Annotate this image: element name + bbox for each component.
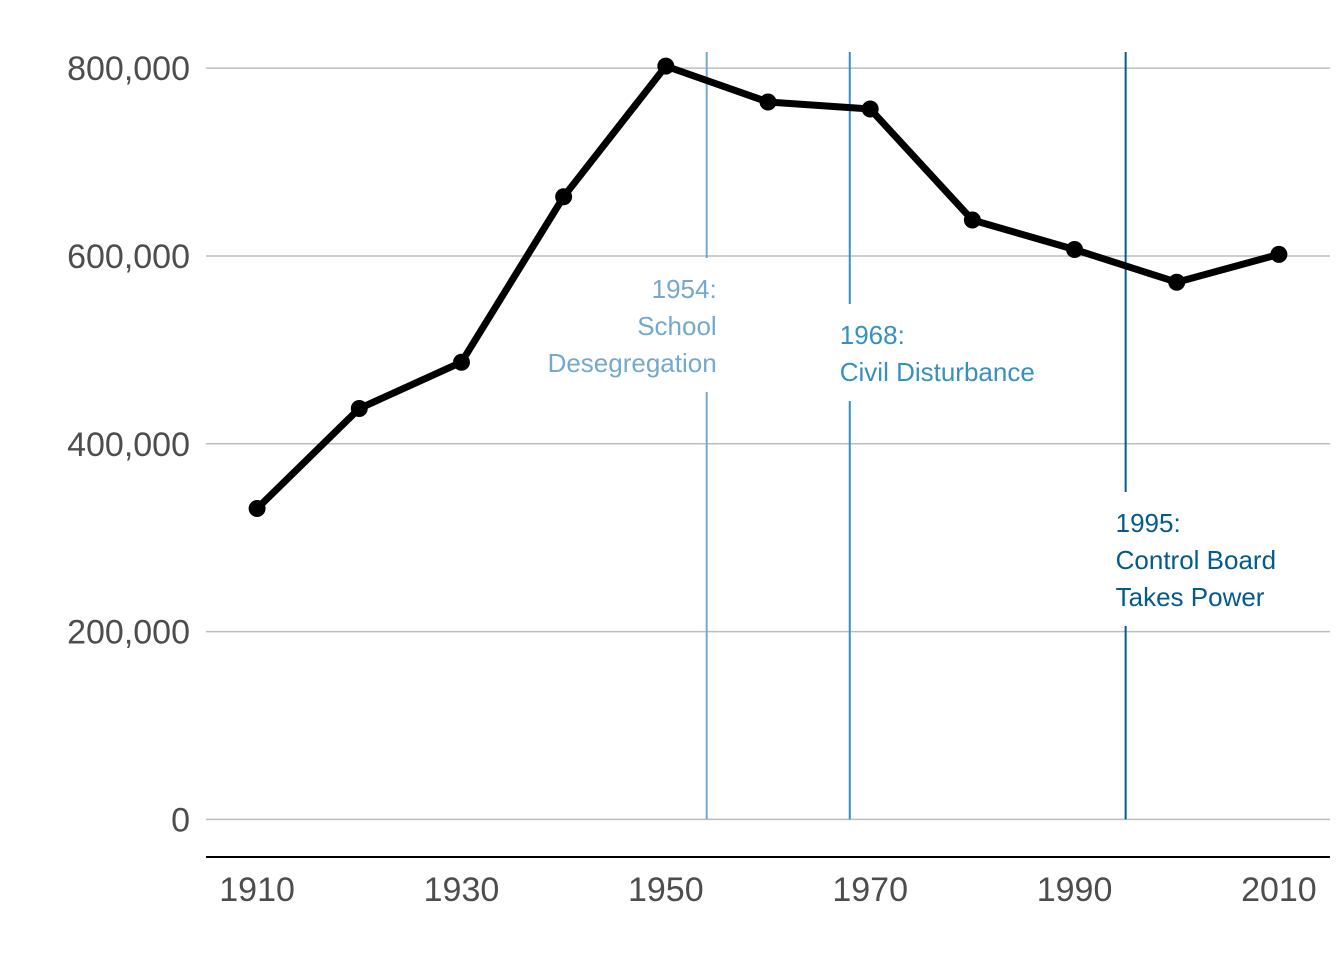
data-point [759,93,777,111]
y-tick-label: 200,000 [67,614,190,652]
annotation-label: 1954: [652,274,717,304]
x-tick-label: 1990 [1037,871,1113,909]
annotation-label: Control Board [1116,545,1276,575]
x-tick-label: 1970 [832,871,908,909]
annotation-label: Civil Disturbance [840,357,1035,387]
x-tick-label: 1950 [628,871,704,909]
y-gridlines [206,67,1330,821]
y-tick-label: 0 [171,801,190,839]
x-tick-label: 2010 [1241,871,1317,909]
annotation-label: 1995: [1116,508,1181,538]
data-point [963,211,981,229]
data-point [350,400,368,418]
data-point [248,500,266,518]
annotation-label: 1968: [840,320,905,350]
x-tick-label: 1910 [219,871,295,909]
data-point [1066,241,1084,259]
x-axis-ticks: 1910 1930 1950 1970 1990 2010 [219,871,1316,909]
data-point [1270,245,1288,263]
data-point [452,353,470,371]
data-point [1168,273,1186,291]
data-point [555,188,573,206]
x-tick-label: 1930 [424,871,500,909]
y-tick-label: 400,000 [67,426,190,464]
data-point [657,57,675,75]
y-tick-label: 800,000 [67,50,190,88]
annotation-label: Desegregation [548,348,717,378]
y-axis-ticks: 0 200,000 400,000 600,000 800,000 [67,50,190,839]
y-tick-label: 600,000 [67,238,190,276]
annotation-label: Takes Power [1116,582,1265,612]
annotation-label: School [637,311,717,341]
annotation-lines [705,52,1127,820]
annotation-labels: 1954: School Desegregation 1968: Civil Distu… [548,274,1276,612]
population-series [248,57,1288,518]
data-point [861,100,879,118]
